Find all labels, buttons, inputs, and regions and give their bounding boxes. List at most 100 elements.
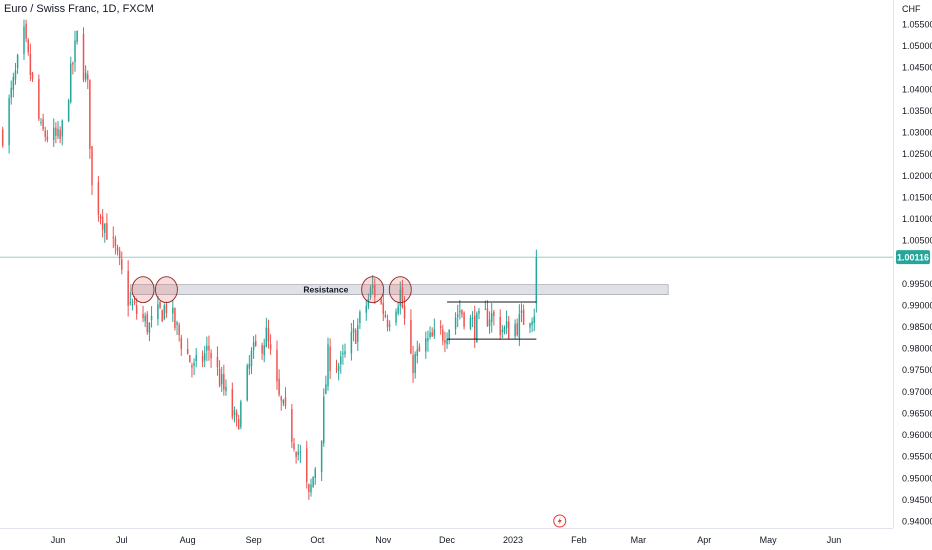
time-tick-label: Dec xyxy=(439,535,456,545)
candle-bullish xyxy=(399,281,402,315)
resistance-touch-circle xyxy=(131,276,155,304)
candle-bearish xyxy=(189,354,191,363)
candle-bearish xyxy=(412,345,414,383)
candle-bullish xyxy=(371,275,374,295)
price-axis[interactable]: CHF 1.05500 1.05000 1.04500 1.04000 1.03500 1.… xyxy=(896,4,932,527)
candle-bearish xyxy=(161,309,163,322)
candle-bullish xyxy=(299,444,302,464)
candle-bearish xyxy=(401,279,404,309)
candle-bullish xyxy=(357,318,359,351)
candle-bullish xyxy=(163,303,166,321)
time-tick-label: May xyxy=(760,535,778,545)
time-tick-label: Oct xyxy=(310,535,325,545)
candle-bearish xyxy=(522,304,525,325)
candle-bullish xyxy=(397,301,399,316)
candle-bullish xyxy=(61,119,63,146)
candle-bullish xyxy=(70,56,72,104)
candle-bullish xyxy=(203,345,206,368)
candle-bearish xyxy=(284,387,287,409)
candle-bullish xyxy=(76,30,78,45)
time-tick-label: Sep xyxy=(246,535,262,545)
candle-bullish xyxy=(359,309,361,330)
candle-bullish xyxy=(514,319,516,339)
candle-bullish xyxy=(67,98,70,123)
candle-bearish xyxy=(174,307,176,331)
candle-bullish xyxy=(206,336,208,362)
candle-bearish xyxy=(46,130,49,143)
candle-bullish xyxy=(57,121,59,140)
resistance-zone-layer: Resistance xyxy=(129,284,669,295)
time-tick-label: 2023 xyxy=(503,535,523,545)
resistance-zone xyxy=(129,284,669,295)
candle-bearish xyxy=(191,362,193,378)
candle-bullish xyxy=(314,466,316,485)
candle-bearish xyxy=(237,414,240,430)
candle-bullish xyxy=(490,303,493,333)
candle-bullish xyxy=(352,319,355,342)
candle-bullish xyxy=(246,363,248,402)
time-axis[interactable]: Jun Jul Aug Sep Oct Nov Dec 2023 Feb Mar Apr May Jun xyxy=(51,535,842,545)
candle-bearish xyxy=(116,244,119,256)
candle-bullish xyxy=(454,312,457,335)
time-tick-label: Mar xyxy=(631,535,647,545)
candle-bullish xyxy=(104,222,106,243)
candle-bearish xyxy=(278,369,280,397)
candle-bearish xyxy=(276,340,278,390)
candle-bullish xyxy=(144,312,146,328)
candle-bearish xyxy=(29,43,32,81)
candle-bullish xyxy=(157,296,159,326)
candle-bearish xyxy=(178,322,180,342)
candle-bearish xyxy=(106,213,108,240)
candle-bearish xyxy=(87,70,89,90)
resistance-touch-circle xyxy=(361,276,385,304)
candle-bullish xyxy=(340,350,342,374)
price-tick-label: 1.01500 xyxy=(902,192,932,202)
candle-bullish xyxy=(150,306,153,328)
candle-bearish xyxy=(254,334,257,347)
candle-bearish xyxy=(231,382,234,420)
candle-bullish xyxy=(344,343,346,358)
candle-bullish xyxy=(476,311,478,343)
candle-bearish xyxy=(135,298,138,320)
lightning-icon xyxy=(553,514,567,528)
candle-bearish xyxy=(1,126,4,148)
candle-bullish xyxy=(488,311,491,334)
candle-bearish xyxy=(114,235,117,255)
last-price-label: 1.00116 xyxy=(897,253,929,263)
candle-bearish xyxy=(146,311,149,335)
currency-label: CHF xyxy=(902,4,921,14)
candle-bearish xyxy=(280,395,282,411)
price-tick-label: 0.96500 xyxy=(902,408,932,418)
candle-bearish xyxy=(431,327,433,337)
price-tick-label: 1.05000 xyxy=(902,41,932,51)
candle-bullish xyxy=(16,53,19,74)
candle-bearish xyxy=(42,113,44,132)
candle-bullish xyxy=(416,340,419,364)
candle-bearish xyxy=(354,328,357,344)
price-tick-label: 1.02000 xyxy=(902,171,932,181)
candle-bearish xyxy=(210,349,212,368)
candle-bearish xyxy=(267,319,270,349)
candle-bullish xyxy=(535,249,538,313)
candle-bullish xyxy=(297,444,299,461)
candle-bearish xyxy=(44,126,46,142)
price-tick-label: 0.99500 xyxy=(902,279,932,289)
time-tick-label: Jun xyxy=(51,535,66,545)
candle-bullish xyxy=(433,318,436,339)
candle-bearish xyxy=(386,314,389,332)
candle-bullish xyxy=(148,322,151,342)
candle-bullish xyxy=(388,320,391,332)
price-tick-label: 0.98500 xyxy=(902,322,932,332)
candle-bullish xyxy=(529,322,531,334)
candle-bullish xyxy=(327,337,329,391)
candle-bearish xyxy=(439,320,442,335)
candle-bearish xyxy=(201,350,204,368)
candle-bearish xyxy=(159,301,161,310)
candle-bearish xyxy=(493,309,495,326)
candle-bullish xyxy=(40,117,42,126)
candle-bullish xyxy=(312,476,314,488)
candle-bullish xyxy=(14,62,17,85)
candle-bearish xyxy=(223,364,225,396)
candle-bullish xyxy=(503,325,506,335)
